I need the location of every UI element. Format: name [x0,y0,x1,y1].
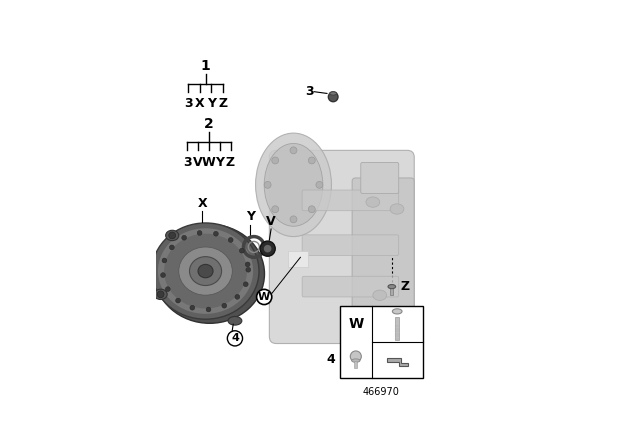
FancyBboxPatch shape [390,286,393,295]
Text: W: W [258,292,270,302]
Text: Y: Y [246,211,255,224]
Text: 3: 3 [184,97,193,110]
Ellipse shape [264,143,323,226]
Circle shape [243,282,248,287]
Circle shape [190,305,195,310]
Text: X: X [197,197,207,210]
Ellipse shape [164,234,247,309]
Ellipse shape [351,359,360,362]
FancyBboxPatch shape [355,361,357,367]
Ellipse shape [390,204,404,214]
Circle shape [316,181,323,188]
Text: X: X [195,97,205,110]
Circle shape [328,92,338,102]
Circle shape [245,262,250,267]
Circle shape [308,206,316,213]
FancyBboxPatch shape [352,178,414,316]
Circle shape [235,294,240,299]
FancyBboxPatch shape [302,276,399,297]
Circle shape [290,216,297,223]
Ellipse shape [388,284,396,289]
Text: 1: 1 [201,59,211,73]
Text: 3: 3 [305,85,314,98]
Circle shape [175,298,180,303]
Circle shape [308,157,316,164]
Text: 2: 2 [204,117,214,131]
Ellipse shape [166,230,179,241]
Bar [340,306,423,378]
Circle shape [257,289,272,305]
Ellipse shape [154,289,167,300]
Ellipse shape [228,316,242,325]
Ellipse shape [179,247,232,295]
Circle shape [197,231,202,235]
FancyBboxPatch shape [361,163,399,194]
Text: W: W [202,155,216,168]
Text: Y: Y [207,97,216,110]
FancyBboxPatch shape [302,235,399,255]
Text: Z: Z [218,97,227,110]
Text: V: V [193,155,203,168]
Circle shape [228,237,233,242]
Ellipse shape [189,257,221,285]
Circle shape [246,267,251,272]
Circle shape [161,273,165,277]
Circle shape [222,303,227,308]
Circle shape [264,245,271,253]
FancyBboxPatch shape [395,317,399,340]
Circle shape [170,245,174,250]
Ellipse shape [155,224,264,323]
Text: 466970: 466970 [363,387,400,396]
Ellipse shape [392,309,402,314]
Circle shape [165,287,170,292]
Text: V: V [266,215,276,228]
Circle shape [169,232,175,239]
Circle shape [214,231,218,236]
Polygon shape [387,358,408,366]
Ellipse shape [255,133,332,237]
Circle shape [182,235,187,240]
Text: 4: 4 [231,333,239,343]
Circle shape [290,147,297,154]
Text: 3: 3 [183,155,192,168]
Circle shape [260,241,275,256]
Circle shape [227,331,243,346]
Text: 4: 4 [326,353,335,366]
FancyBboxPatch shape [287,251,308,267]
Ellipse shape [330,92,337,95]
Circle shape [162,258,167,263]
Ellipse shape [158,228,253,314]
Ellipse shape [373,290,387,301]
Circle shape [157,291,164,298]
Ellipse shape [152,223,259,319]
Circle shape [206,307,211,312]
Circle shape [272,206,278,213]
Ellipse shape [366,197,380,207]
Circle shape [350,351,362,362]
Ellipse shape [198,264,213,278]
Text: W: W [348,317,364,331]
Text: Z: Z [401,280,410,293]
FancyBboxPatch shape [302,190,399,211]
Text: Z: Z [226,155,235,168]
Circle shape [264,181,271,188]
Text: Y: Y [215,155,224,168]
Circle shape [239,248,244,253]
FancyBboxPatch shape [269,151,414,344]
Circle shape [272,157,278,164]
